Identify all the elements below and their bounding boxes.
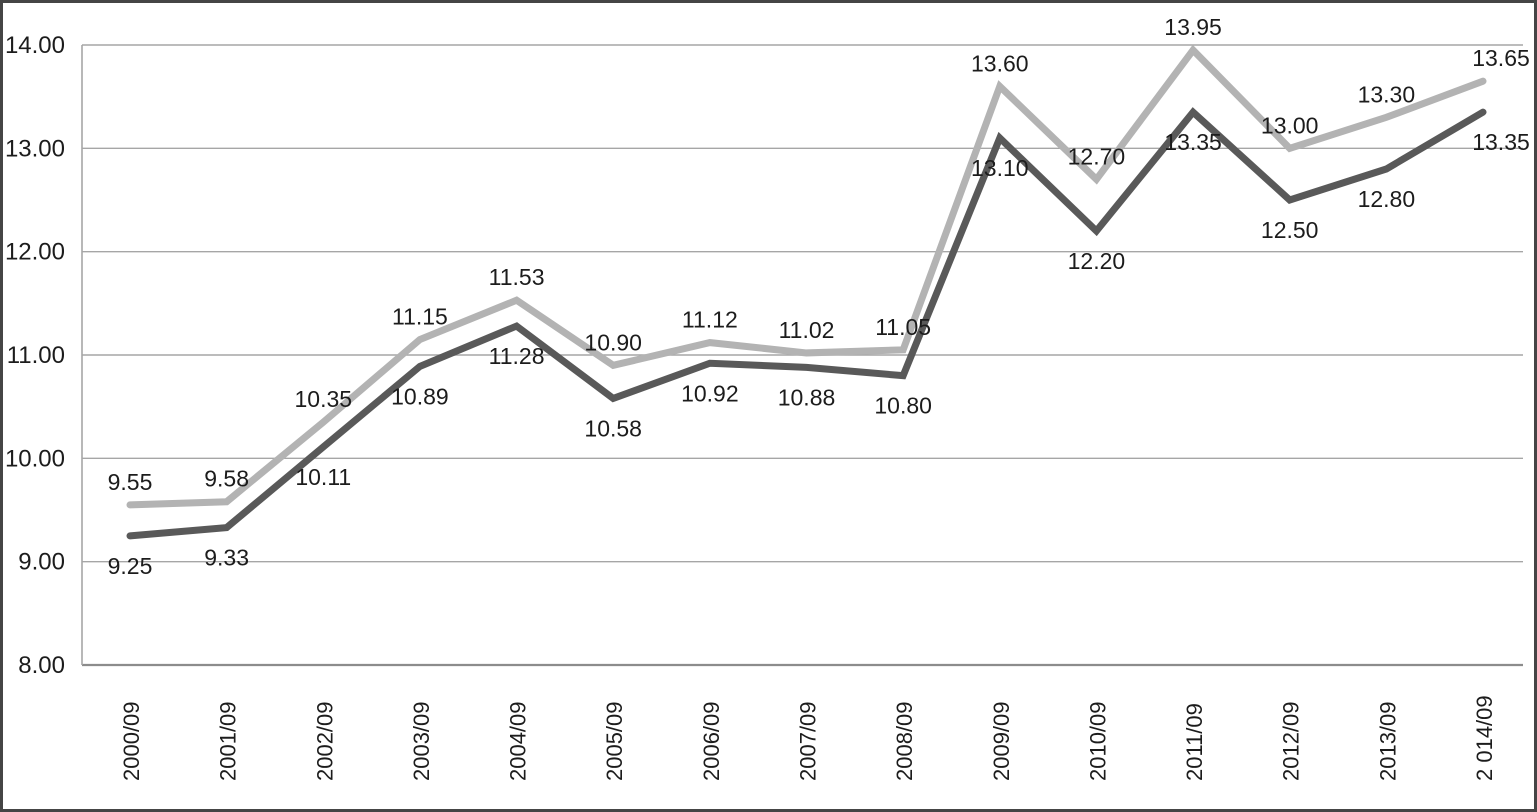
data-label: 10.11 [295,464,351,490]
data-label: 11.05 [875,314,931,340]
y-axis-tick-label: 8.00 [18,652,65,679]
data-label: 10.89 [391,383,449,409]
y-axis-tick-label: 10.00 [5,445,65,472]
data-label: 10.90 [584,329,642,355]
series-upper-light-gray-line [126,44,1487,509]
data-label: 10.80 [874,393,932,419]
data-label: 12.80 [1358,186,1416,212]
data-label: 11.12 [682,307,738,333]
data-label: 13.10 [971,155,1029,181]
data-label: 13.65 [1472,45,1530,71]
x-axis-tick-label: 2007/09 [796,701,821,781]
x-axis-tick-label: 2 014/09 [1472,695,1497,781]
x-axis-tick-label: 2001/09 [216,701,241,781]
data-label: 13.35 [1164,129,1222,155]
y-axis-tick-label: 14.00 [5,32,65,59]
data-label: 9.58 [204,466,249,492]
series-lower-dark-gray-line [126,107,1487,540]
y-axis-tick-label: 9.00 [18,549,65,576]
y-axis-tick-label: 11.00 [7,342,65,369]
x-axis-tick-label: 2011/09 [1182,703,1207,781]
x-axis-tick-label: 2005/09 [602,701,627,781]
x-axis-tick-label: 2013/09 [1375,701,1400,781]
y-axis-tick-label: 13.00 [5,135,65,162]
x-axis-tick-label: 2004/09 [506,701,531,781]
x-axis-tick-label: 2008/09 [892,701,917,781]
data-label: 10.58 [584,415,642,441]
data-label: 10.35 [295,386,353,412]
data-label: 9.25 [108,553,153,579]
data-label: 12.20 [1068,248,1126,274]
data-label: 12.50 [1261,217,1319,243]
data-label: 11.02 [779,317,835,343]
data-label: 11.15 [392,304,448,330]
x-axis-tick-label: 2000/09 [119,701,144,781]
data-label: 13.95 [1164,14,1222,40]
x-axis-tick-label: 2003/09 [409,701,434,781]
data-label: 9.33 [204,545,249,571]
data-label: 10.92 [681,380,739,406]
x-axis-tick-label: 2006/09 [699,701,724,781]
x-axis-tick-label: 2010/09 [1085,701,1110,781]
data-label: 13.35 [1472,129,1530,155]
data-label: 11.53 [489,264,545,290]
data-label: 10.88 [778,384,836,410]
data-label: 12.70 [1068,143,1126,169]
line-chart: 8.00 9.00 10.00 11.00 12.00 13.00 14.00 2000/09… [5,14,1530,781]
data-label: 13.60 [971,50,1029,76]
x-axis-tick-label: 2009/09 [989,701,1014,781]
data-label: 13.00 [1261,112,1319,138]
x-axis-tick-label: 2002/09 [312,701,337,781]
y-axis-tick-label: 12.00 [5,239,65,266]
data-label: 9.55 [108,469,153,495]
data-label: 11.28 [489,343,545,369]
x-axis-tick-label: 2012/09 [1279,701,1304,781]
data-label: 13.30 [1358,81,1416,107]
